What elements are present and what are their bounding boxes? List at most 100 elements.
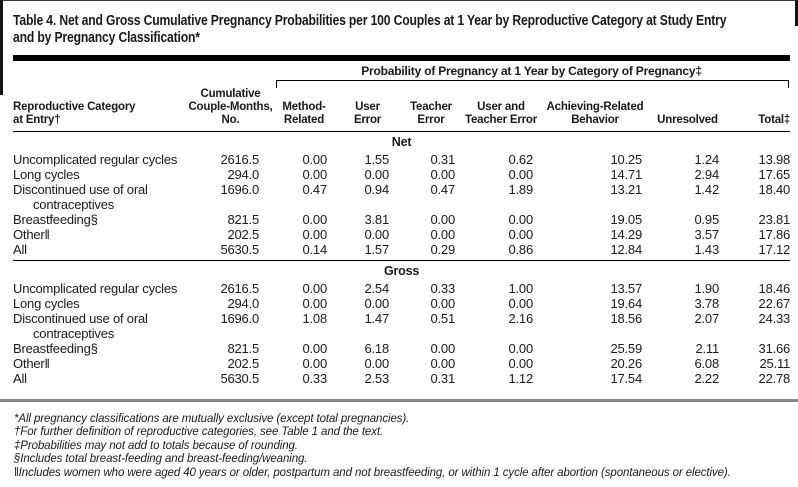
column-header-category: Reproductive Category at Entry†: [13, 88, 188, 132]
cell-value: 0.47: [302, 182, 327, 197]
cell-value: 10.25: [610, 152, 642, 167]
row-category: All: [13, 242, 188, 261]
row-category: Breastfeeding§: [13, 341, 98, 356]
cell-value: 0.00: [302, 152, 327, 167]
cell-value: 0.00: [430, 167, 455, 182]
column-header-couple-months: Cumulative Couple-Months, No.: [188, 88, 273, 132]
cell-value: 22.67: [758, 296, 791, 311]
column-header-row: Reproductive Category at Entry† Cumulati…: [13, 88, 790, 132]
cell-value: 2.22: [694, 371, 719, 386]
cell-value: 0.00: [302, 227, 327, 242]
cell-value: 821.5: [227, 341, 259, 356]
cell-value: 6.18: [364, 341, 389, 356]
cell-value: 17.12: [725, 242, 790, 261]
cell-value: 202.5: [227, 227, 259, 242]
table-row: Breastfeeding§ 821.5 0.00 3.81 0.00 0.00 19.05…: [13, 212, 790, 227]
cell-value: 1.08: [302, 311, 327, 326]
column-header-user-error: User Error: [335, 88, 400, 132]
row-category: Other‖: [13, 227, 50, 242]
row-category: Breastfeeding§: [13, 212, 98, 227]
cell-value: 0.31: [430, 152, 455, 167]
column-header-teacher-error: Teacher Error: [400, 88, 462, 132]
cell-value: 1.42: [694, 182, 719, 197]
cell-value: 14.29: [610, 227, 642, 242]
cell-value: 23.81: [758, 212, 791, 227]
cell-value: 13.98: [758, 152, 791, 167]
cell-value: 202.5: [227, 356, 259, 371]
cell-value: 0.33: [302, 371, 327, 386]
column-header-total: Total‡: [725, 88, 790, 132]
table-title: Table 4. Net and Gross Cumulative Pregna…: [13, 13, 798, 46]
footnote-divider-rule: [0, 399, 798, 402]
cell-value: 2.07: [694, 311, 719, 326]
cell-value: 1.55: [364, 152, 389, 167]
table-row: Other‖ 202.5 0.00 0.00 0.00 0.00 14.29 3.57 17.8…: [13, 227, 790, 242]
cell-value: 18.56: [610, 311, 642, 326]
cell-value: 3.57: [694, 227, 719, 242]
cell-value: 0.00: [508, 296, 533, 311]
column-group-header-cell: Probability of Pregnancy at 1 Year by Ca…: [273, 61, 790, 88]
cell-value: 0.00: [430, 356, 455, 371]
cell-value: 31.66: [758, 341, 791, 356]
cell-value: 3.81: [364, 212, 389, 227]
column-group-header: Probability of Pregnancy at 1 Year by Ca…: [361, 64, 702, 78]
scan-edge-left-rule: [0, 0, 3, 95]
cell-value: 12.84: [540, 242, 650, 261]
column-header-unresolved: Unresolved: [650, 88, 725, 132]
cell-value: 0.47: [430, 182, 455, 197]
cell-value: 0.00: [508, 167, 533, 182]
cell-value: 22.78: [758, 371, 791, 386]
cell-value: 0.00: [430, 212, 455, 227]
cell-value: 1.90: [694, 281, 719, 296]
cell-value: 0.00: [302, 281, 327, 296]
cell-value: 17.86: [758, 227, 791, 242]
table-top-bar: [13, 55, 790, 61]
cell-value: 0.51: [430, 311, 455, 326]
cell-value: 17.54: [610, 371, 642, 386]
cell-value: 24.33: [758, 311, 791, 326]
cell-value: 2616.5: [220, 281, 259, 296]
cell-value: 0.95: [694, 212, 719, 227]
cell-value: 1696.0: [220, 182, 259, 197]
cell-value: 2.94: [694, 167, 719, 182]
scan-edge-top-rule: [0, 0, 798, 1]
cell-value: 0.00: [302, 212, 327, 227]
table-title-line2: and by Pregnancy Classification*: [13, 29, 200, 46]
cell-value: 6.08: [694, 356, 719, 371]
cell-value: 1.89: [508, 182, 533, 197]
table-row: Discontinued use of oral contraceptives 1…: [13, 182, 790, 212]
cell-value: 5630.5: [220, 371, 259, 386]
cell-value: 0.94: [364, 182, 389, 197]
cell-value: 0.00: [302, 341, 327, 356]
cell-value: 14.71: [610, 167, 642, 182]
cell-value: 0.00: [302, 167, 327, 182]
cell-value: 1.57: [335, 242, 400, 261]
cell-value: 2616.5: [220, 152, 259, 167]
cell-value: 0.29: [400, 242, 462, 261]
pregnancy-probability-table: Probability of Pregnancy at 1 Year by Ca…: [13, 61, 790, 386]
cell-value: 18.40: [758, 182, 791, 197]
table-row: Long cycles 294.0 0.00 0.00 0.00 0.00 19.64 3.7…: [13, 296, 790, 311]
footnotes: *All pregnancy classifications are mutua…: [14, 413, 798, 480]
cell-value: 0.00: [430, 227, 455, 242]
table-row: Discontinued use of oral contraceptives 1…: [13, 311, 790, 341]
cell-value: 0.00: [508, 227, 533, 242]
cell-value: 17.65: [758, 167, 791, 182]
row-category: Other‖: [13, 356, 50, 371]
cell-value: 19.64: [610, 296, 642, 311]
cell-value: 0.00: [430, 341, 455, 356]
section-header-row-net: Net: [13, 132, 790, 153]
cell-value: 13.21: [610, 182, 642, 197]
table-row: Breastfeeding§ 821.5 0.00 6.18 0.00 0.00 25.59…: [13, 341, 790, 356]
cell-value: 18.46: [758, 281, 791, 296]
row-category: Uncomplicated regular cycles: [13, 152, 178, 167]
cell-value: 0.33: [430, 281, 455, 296]
cell-value: 0.00: [508, 212, 533, 227]
column-header-achieving-behavior: Achieving-Related Behavior: [540, 88, 650, 132]
cell-value: 1.43: [650, 242, 725, 261]
cell-value: 1696.0: [220, 311, 259, 326]
cell-value: 0.00: [364, 227, 389, 242]
cell-value: 0.62: [508, 152, 533, 167]
cell-value: 0.00: [430, 296, 455, 311]
